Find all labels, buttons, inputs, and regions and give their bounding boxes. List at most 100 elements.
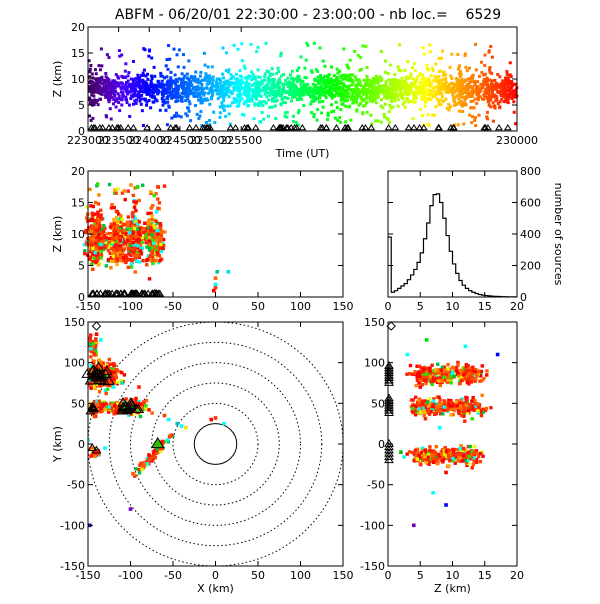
range-ring: [109, 342, 322, 545]
source-point: [406, 60, 409, 63]
source-point: [474, 81, 477, 84]
source-point: [114, 236, 117, 239]
source-point: [124, 70, 127, 73]
source-point: [471, 88, 474, 91]
source-point: [140, 103, 143, 106]
source-point: [459, 93, 462, 96]
source-point: [150, 91, 153, 94]
source-point: [205, 121, 208, 124]
source-point: [123, 189, 126, 192]
source-point: [92, 352, 95, 355]
source-point: [491, 79, 494, 82]
source-point: [349, 59, 352, 62]
y-tick-label: -50: [67, 479, 85, 492]
ground-strike-marker: [496, 125, 502, 130]
source-point: [302, 86, 305, 89]
source-point: [94, 201, 97, 204]
source-point: [194, 104, 197, 107]
x-tick-label: -50: [164, 300, 182, 313]
source-point: [414, 96, 417, 99]
source-point: [119, 239, 122, 242]
source-point: [493, 79, 496, 82]
source-point: [88, 188, 91, 191]
ground-strike-marker: [411, 125, 417, 130]
axes-frame: [88, 322, 343, 566]
source-point: [158, 259, 161, 262]
source-point: [174, 73, 177, 76]
source-point: [393, 94, 396, 97]
x-tick-label: 5: [417, 300, 424, 313]
source-point: [169, 76, 172, 79]
y-tick-label: 100: [64, 357, 85, 370]
source-point: [221, 87, 224, 90]
source-point: [99, 403, 102, 406]
source-point: [242, 114, 245, 117]
source-point: [142, 72, 145, 75]
source-point: [106, 53, 109, 56]
source-point: [145, 399, 148, 402]
source-point: [421, 74, 424, 77]
source-point: [140, 79, 143, 82]
source-point: [400, 77, 403, 80]
source-point: [136, 227, 139, 230]
source-point: [408, 77, 411, 80]
source-point: [282, 73, 285, 76]
source-point: [310, 111, 313, 114]
source-point: [118, 244, 121, 247]
source-point: [127, 227, 130, 230]
source-point: [139, 233, 142, 236]
range-ring: [194, 424, 237, 465]
source-point: [132, 60, 135, 63]
source-point: [384, 103, 387, 106]
source-point: [167, 44, 170, 47]
source-point: [112, 218, 115, 221]
source-point: [115, 105, 118, 108]
source-point: [264, 72, 267, 75]
source-point: [453, 91, 456, 94]
source-point: [327, 78, 330, 81]
source-point: [243, 100, 246, 103]
source-point: [366, 111, 369, 114]
source-point: [130, 262, 133, 265]
source-point: [132, 194, 135, 197]
source-point: [424, 86, 427, 89]
source-point: [140, 85, 143, 88]
source-point: [126, 74, 129, 77]
source-point: [434, 75, 437, 78]
source-point: [456, 53, 459, 56]
source-point: [209, 87, 212, 90]
source-point: [290, 77, 293, 80]
source-point: [477, 87, 480, 90]
source-point: [463, 101, 466, 104]
source-point: [126, 235, 129, 238]
site-marker: [93, 322, 101, 330]
source-point: [195, 88, 198, 91]
source-point: [175, 112, 178, 115]
source-point: [491, 56, 494, 59]
y-tick-label: 15: [71, 47, 85, 60]
y-tick-label: -150: [60, 560, 85, 573]
source-point: [88, 75, 91, 78]
source-point: [124, 83, 127, 86]
source-point: [438, 82, 441, 85]
source-point: [393, 78, 396, 81]
source-point: [94, 242, 97, 245]
source-point: [277, 85, 280, 88]
source-point: [127, 189, 130, 192]
source-point: [365, 75, 368, 78]
source-point: [483, 95, 486, 98]
source-point: [426, 67, 429, 70]
source-point: [464, 66, 467, 69]
ground-strike-marker: [505, 125, 511, 130]
source-point: [167, 86, 170, 89]
source-point: [366, 91, 369, 94]
source-point: [195, 92, 198, 95]
source-point: [226, 270, 230, 274]
source-point: [212, 79, 215, 82]
source-point: [212, 75, 215, 78]
source-point: [120, 103, 123, 106]
source-point: [134, 397, 137, 400]
source-point: [355, 93, 358, 96]
